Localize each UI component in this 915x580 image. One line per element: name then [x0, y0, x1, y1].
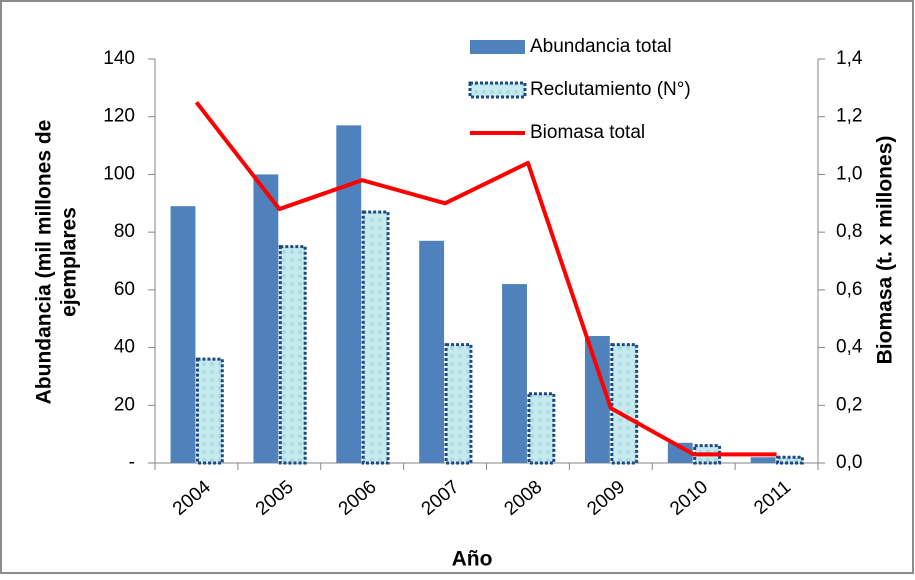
bar: [419, 240, 445, 463]
bar: [584, 336, 610, 463]
legend-swatch: [468, 81, 527, 99]
y-tick-label: 20: [114, 394, 135, 415]
y-tick-label: 100: [103, 163, 135, 184]
y2-tick-label: 1,0: [836, 163, 862, 184]
bar: [444, 343, 473, 465]
x-axis-label: Año: [452, 548, 493, 571]
y2-tick-label: 1,4: [836, 48, 863, 69]
y2-tick-label: 0,8: [836, 221, 862, 242]
y-tick-label: 140: [103, 48, 135, 69]
bar: [170, 206, 196, 463]
y-axis-label: Abundancia (mil millones de: [33, 120, 56, 405]
bar: [195, 357, 224, 465]
y-tick-label: 120: [103, 106, 135, 127]
bar: [253, 174, 279, 463]
legend-label: Biomasa total: [530, 122, 645, 143]
legend-label: Reclutamiento (N°): [530, 79, 691, 100]
bar: [610, 343, 639, 465]
bar: [527, 392, 556, 465]
y2-tick-label: 0,6: [836, 279, 862, 300]
legend-label: Abundancia total: [530, 36, 672, 57]
y-tick-label: 40: [114, 337, 135, 358]
y2-tick-label: 1,2: [836, 106, 862, 127]
bar: [667, 442, 693, 463]
bar: [278, 245, 307, 465]
y2-tick-label: 0,0: [836, 452, 862, 473]
y-axis-label: ejemplares: [58, 207, 81, 317]
y2-axis-label: Biomasa (t. x millones): [874, 136, 897, 365]
y2-tick-label: 0,4: [836, 337, 863, 358]
line: [194, 101, 777, 457]
legend-swatch: [470, 40, 525, 54]
bar: [361, 210, 390, 465]
y-tick-label: -: [129, 452, 135, 473]
bar: [502, 284, 527, 463]
bar: [776, 455, 804, 465]
bar: [750, 457, 776, 463]
y2-tick-label: 0,2: [836, 394, 862, 415]
bar: [336, 125, 362, 463]
y-tick-label: 80: [114, 221, 135, 242]
y-tick-label: 60: [114, 279, 135, 300]
